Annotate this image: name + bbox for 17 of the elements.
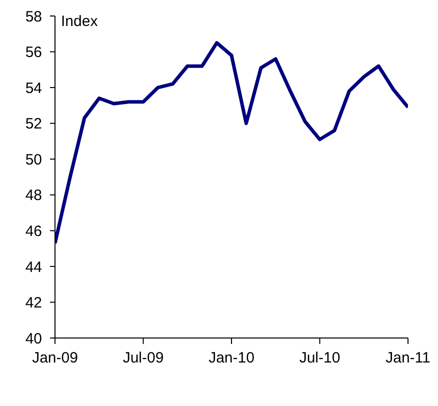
- y-tick-label: 52: [25, 116, 42, 133]
- y-tick-label: 56: [25, 44, 42, 62]
- x-tick-label: Jul-09: [122, 350, 164, 367]
- y-tick-label: 54: [25, 80, 42, 97]
- y-tick-label: 50: [25, 151, 42, 168]
- y-tick-label: 40: [25, 330, 42, 348]
- x-tick-label: Jul-10: [299, 350, 340, 367]
- y-tick-label: 48: [25, 187, 42, 204]
- y-tick-label: 46: [25, 222, 42, 240]
- x-tick-label: Jan-11: [386, 350, 430, 367]
- y-tick-label: 58: [25, 8, 42, 26]
- y-axis-title: Index: [59, 13, 100, 30]
- y-tick-label: 44: [25, 258, 42, 276]
- x-tick-label: Jan-10: [208, 350, 254, 367]
- line-series: [55, 41, 408, 245]
- y-tick-label: 42: [25, 294, 42, 312]
- x-tick-label: Jan-09: [32, 350, 78, 367]
